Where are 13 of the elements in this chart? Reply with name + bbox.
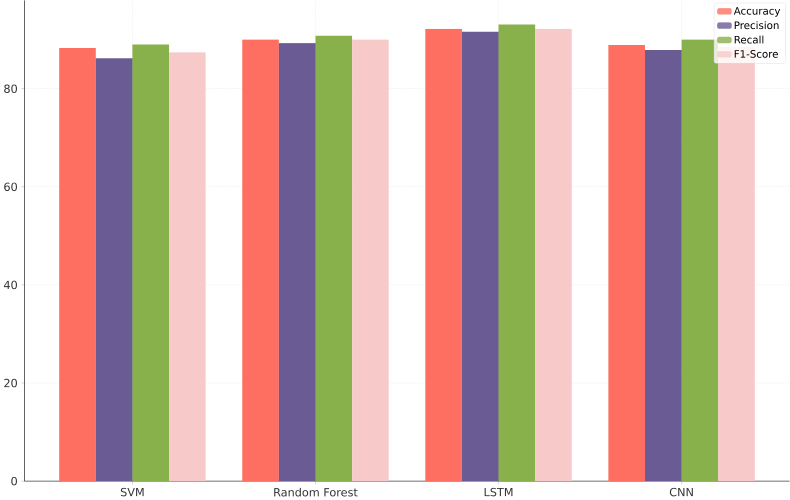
x-tick-label: CNN xyxy=(670,488,693,496)
legend-label: F1-Score xyxy=(734,50,778,58)
legend-label: Precision xyxy=(734,21,779,30)
y-tick-label: 80 xyxy=(4,84,17,93)
y-tick-label: 60 xyxy=(4,182,17,192)
y-tick-label: 40 xyxy=(4,280,17,290)
x-tick-label: LSTM xyxy=(484,488,512,496)
x-tick-label: SVM xyxy=(120,488,144,496)
x-tick-label: Random Forest xyxy=(274,488,358,497)
y-tick-label: 0 xyxy=(11,476,17,486)
legend-label: Recall xyxy=(734,36,764,44)
legend-label: Accuracy xyxy=(734,7,780,17)
y-tick-label: 20 xyxy=(4,378,17,388)
